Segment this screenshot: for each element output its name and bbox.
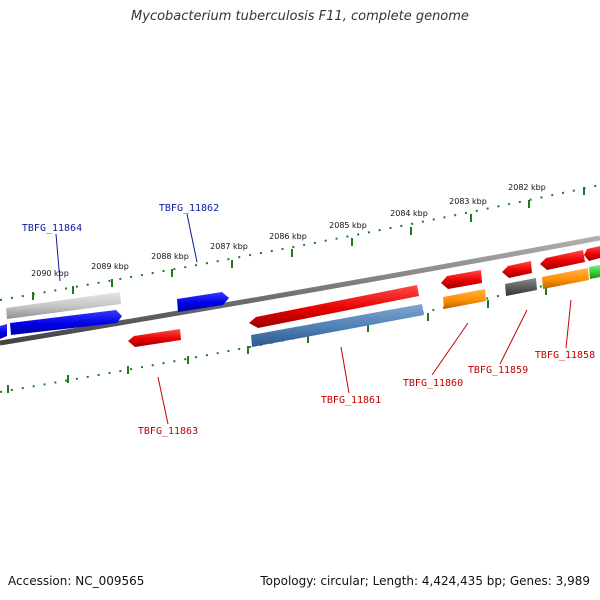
- scale-label: 2088 kbp: [151, 252, 189, 261]
- gene-arrow[interactable]: [249, 285, 419, 328]
- outer-scale-ticks: [32, 187, 585, 300]
- scale-label: 2087 kbp: [210, 242, 248, 251]
- gene-arrow[interactable]: [502, 261, 532, 278]
- scale-label: 2083 kbp: [449, 197, 487, 206]
- scale-label: 2089 kbp: [91, 262, 129, 271]
- gene-arrow-tbfg-11859[interactable]: [505, 278, 537, 296]
- gene-label-tbfg-11861[interactable]: TBFG_11861: [321, 395, 381, 406]
- scale-label: 2085 kbp: [329, 221, 367, 230]
- scale-label: 2082 kbp: [508, 183, 546, 192]
- gene-label-tbfg-11859[interactable]: TBFG_11859: [468, 365, 528, 376]
- gene-arrow-tbfg-11863[interactable]: [128, 329, 181, 347]
- gene-arrow[interactable]: [0, 324, 7, 339]
- scale-label: 2086 kbp: [269, 232, 307, 241]
- gene-arrow-tbfg-11862[interactable]: [177, 292, 229, 312]
- gene-label-tbfg-11862[interactable]: TBFG_11862: [159, 203, 219, 214]
- gene-arrow-tbfg-11860[interactable]: [443, 289, 486, 309]
- map-title: Mycobacterium tuberculosis F11, complete…: [131, 9, 469, 24]
- scale-label: 2090 kbp: [31, 269, 69, 278]
- gene-arrow-tbfg-11858[interactable]: [542, 268, 589, 289]
- gene-arrow-tbfg-11864[interactable]: [10, 310, 122, 335]
- gene-label-tbfg-11858[interactable]: TBFG_11858: [535, 350, 595, 361]
- outer-scale-track: [0, 184, 600, 301]
- accession-text: Accession: NC_009565: [8, 574, 145, 588]
- genome-backbone: [0, 235, 600, 346]
- gene-arrow[interactable]: [584, 246, 600, 261]
- label-leader-lines: [55, 213, 572, 425]
- gene-label-tbfg-11860[interactable]: TBFG_11860: [403, 378, 463, 389]
- gene-arrow[interactable]: [589, 265, 600, 279]
- gene-arrow[interactable]: [6, 292, 121, 319]
- gene-label-tbfg-11864[interactable]: TBFG_11864: [22, 223, 82, 234]
- scale-label: 2084 kbp: [390, 209, 428, 218]
- gene-arrow[interactable]: [540, 250, 585, 270]
- gene-arrow[interactable]: [441, 270, 482, 289]
- genome-stats-text: Topology: circular; Length: 4,424,435 bp…: [260, 574, 590, 588]
- gene-label-tbfg-11863[interactable]: TBFG_11863: [138, 426, 198, 437]
- gene-arrow-tbfg-11861[interactable]: [251, 304, 424, 347]
